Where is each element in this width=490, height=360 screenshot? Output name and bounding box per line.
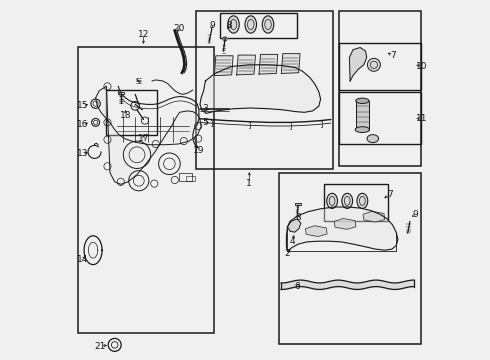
Text: 18: 18 xyxy=(120,111,131,120)
Bar xyxy=(179,173,192,181)
Text: 7: 7 xyxy=(387,190,393,199)
Ellipse shape xyxy=(228,16,239,33)
Text: 16: 16 xyxy=(77,120,89,129)
Text: 1: 1 xyxy=(246,179,252,188)
Polygon shape xyxy=(334,219,356,229)
Bar xyxy=(106,90,157,135)
Bar xyxy=(77,47,215,333)
Polygon shape xyxy=(288,219,301,232)
Bar xyxy=(356,101,369,130)
Text: 9: 9 xyxy=(412,210,418,219)
Text: 12: 12 xyxy=(138,30,149,39)
Bar xyxy=(339,11,421,166)
Polygon shape xyxy=(281,54,300,73)
Text: 7: 7 xyxy=(390,51,395,60)
Bar xyxy=(118,92,123,94)
Text: 9: 9 xyxy=(209,21,215,30)
Text: 13: 13 xyxy=(77,149,89,158)
Bar xyxy=(186,176,195,181)
Ellipse shape xyxy=(355,127,369,132)
Bar xyxy=(196,11,333,169)
Bar xyxy=(279,173,421,344)
Polygon shape xyxy=(237,55,255,75)
Bar xyxy=(339,92,421,144)
Text: 17: 17 xyxy=(138,134,149,143)
Text: 6: 6 xyxy=(294,282,300,291)
Text: 8: 8 xyxy=(226,21,232,30)
Text: 3: 3 xyxy=(202,104,208,112)
Bar xyxy=(295,203,301,205)
Text: 21: 21 xyxy=(94,342,106,351)
Bar xyxy=(339,43,421,90)
Ellipse shape xyxy=(356,98,369,104)
Ellipse shape xyxy=(357,193,368,208)
Ellipse shape xyxy=(342,193,353,208)
Polygon shape xyxy=(200,65,320,113)
Polygon shape xyxy=(286,207,398,251)
Text: 10: 10 xyxy=(416,62,427,71)
Text: 5: 5 xyxy=(202,118,208,127)
Polygon shape xyxy=(305,226,327,237)
Polygon shape xyxy=(215,56,233,76)
Polygon shape xyxy=(96,86,201,184)
Text: 2: 2 xyxy=(285,249,290,258)
Polygon shape xyxy=(363,211,385,222)
Text: 20: 20 xyxy=(174,23,185,32)
Circle shape xyxy=(368,58,380,71)
Ellipse shape xyxy=(327,193,338,208)
Bar xyxy=(324,184,388,221)
Text: 15: 15 xyxy=(77,102,89,110)
Bar xyxy=(220,13,297,38)
Text: 4: 4 xyxy=(290,237,295,246)
Ellipse shape xyxy=(262,16,274,33)
Text: 19: 19 xyxy=(193,146,205,155)
Text: 8: 8 xyxy=(295,213,301,222)
Text: 14: 14 xyxy=(77,255,89,264)
Polygon shape xyxy=(259,54,278,74)
Ellipse shape xyxy=(245,16,257,33)
Polygon shape xyxy=(222,37,227,41)
Polygon shape xyxy=(349,48,367,81)
Ellipse shape xyxy=(367,135,379,143)
Text: 11: 11 xyxy=(416,114,427,123)
